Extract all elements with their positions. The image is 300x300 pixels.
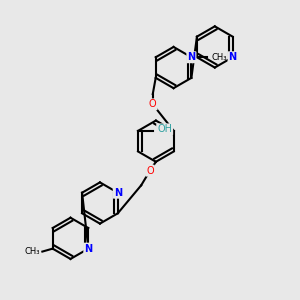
Text: N: N [84, 244, 92, 254]
Text: N: N [187, 52, 196, 62]
Text: N: N [229, 52, 237, 62]
Text: CH₃: CH₃ [24, 247, 40, 256]
Text: O: O [146, 166, 154, 176]
Text: O: O [149, 99, 157, 110]
Text: OH: OH [157, 124, 172, 134]
Text: CH₃: CH₃ [212, 53, 227, 62]
Text: N: N [114, 188, 122, 198]
